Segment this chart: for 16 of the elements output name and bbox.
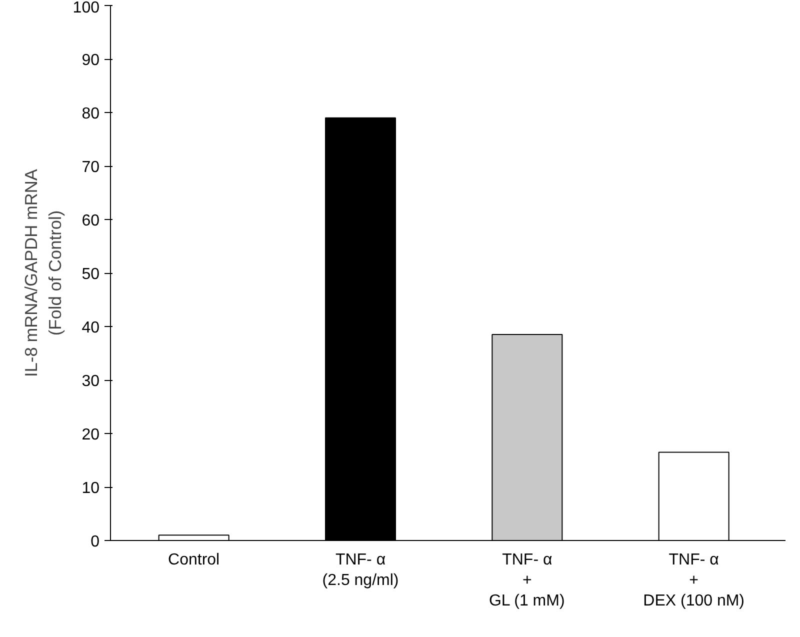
y-tick-label: 90: [82, 52, 100, 69]
y-tick-label: 0: [90, 534, 100, 550]
y-tick-label: 30: [82, 373, 100, 390]
y-tick-label: 10: [82, 480, 100, 497]
x-tick-label: TNF- α + GL (1 mM): [488, 552, 565, 610]
y-tick-label: 20: [82, 426, 100, 444]
x-tick-label: TNF- α + DEX (100 nM): [643, 552, 745, 610]
y-tick-label: 100: [72, 0, 100, 16]
y-axis-title: IL-8 mRNA/GAPDH mRNA (Fold of Control): [20, 168, 65, 377]
y-tick-label: 40: [82, 320, 100, 336]
y-tick-label: 50: [82, 266, 100, 283]
y-tick-label: 80: [82, 106, 100, 122]
y-tick-label: 60: [82, 212, 100, 230]
x-tick-label: TNF- α (2.5 ng/ml): [322, 552, 399, 589]
y-tick-label: 70: [82, 159, 100, 176]
x-tick-label: Control: [168, 552, 220, 568]
